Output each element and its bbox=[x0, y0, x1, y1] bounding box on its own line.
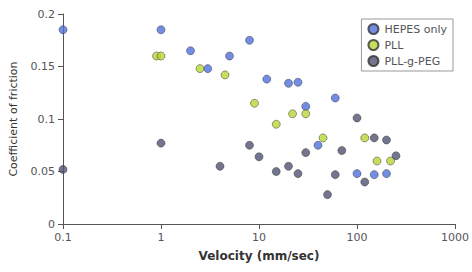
svg-text:0.05: 0.05 bbox=[31, 165, 56, 178]
svg-text:HEPES only: HEPES only bbox=[384, 23, 447, 36]
svg-text:0: 0 bbox=[48, 218, 55, 231]
svg-text:0.1: 0.1 bbox=[38, 113, 56, 126]
svg-text:10: 10 bbox=[252, 231, 266, 244]
svg-text:0.2: 0.2 bbox=[38, 8, 56, 21]
svg-text:Coefficient of friction: Coefficient of friction bbox=[7, 61, 20, 176]
svg-text:100: 100 bbox=[347, 231, 368, 244]
svg-text:1000: 1000 bbox=[441, 231, 469, 244]
svg-text:Velocity (mm/sec): Velocity (mm/sec) bbox=[199, 249, 320, 263]
svg-text:0.1: 0.1 bbox=[54, 231, 72, 244]
svg-text:PLL: PLL bbox=[384, 39, 404, 52]
svg-text:0.15: 0.15 bbox=[31, 60, 56, 73]
svg-text:PLL-g-PEG: PLL-g-PEG bbox=[384, 55, 440, 68]
svg-text:1: 1 bbox=[158, 231, 165, 244]
